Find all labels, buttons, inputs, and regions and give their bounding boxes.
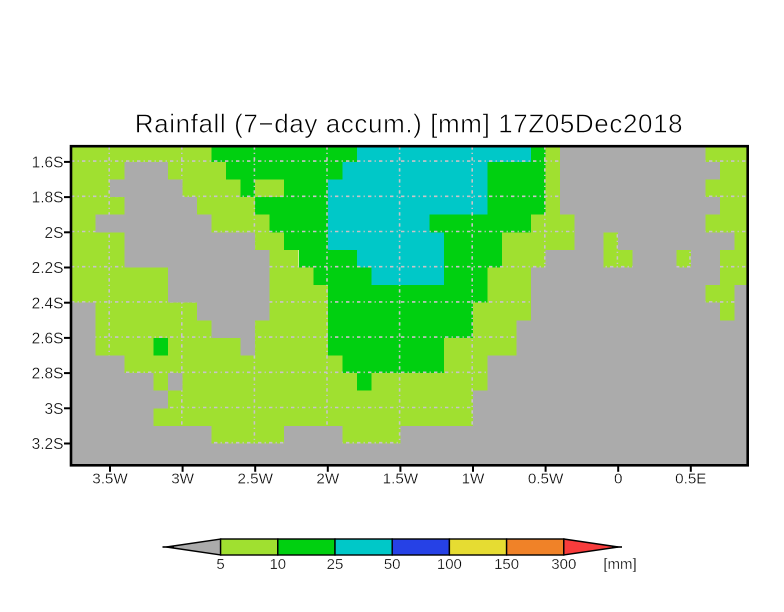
svg-text:3S: 3S bbox=[45, 401, 64, 418]
svg-text:10: 10 bbox=[269, 556, 286, 573]
svg-text:100: 100 bbox=[437, 556, 462, 573]
svg-text:2.2S: 2.2S bbox=[32, 260, 64, 277]
svg-text:50: 50 bbox=[384, 556, 401, 573]
svg-text:2.8S: 2.8S bbox=[32, 366, 64, 383]
svg-text:3W: 3W bbox=[171, 471, 194, 488]
svg-text:0.5W: 0.5W bbox=[528, 471, 564, 488]
svg-text:2.6S: 2.6S bbox=[32, 331, 64, 348]
svg-text:5: 5 bbox=[216, 556, 224, 573]
svg-text:[mm]: [mm] bbox=[603, 556, 636, 573]
svg-text:3.5W: 3.5W bbox=[92, 471, 128, 488]
svg-text:150: 150 bbox=[494, 556, 519, 573]
svg-text:0.5E: 0.5E bbox=[675, 471, 706, 488]
svg-text:3.2S: 3.2S bbox=[32, 436, 64, 453]
svg-text:1.6S: 1.6S bbox=[32, 155, 64, 172]
svg-text:0: 0 bbox=[614, 471, 622, 488]
svg-text:2W: 2W bbox=[316, 471, 339, 488]
svg-text:1.8S: 1.8S bbox=[32, 190, 64, 207]
svg-text:2.4S: 2.4S bbox=[32, 295, 64, 312]
svg-text:2.5W: 2.5W bbox=[237, 471, 273, 488]
svg-text:1W: 1W bbox=[462, 471, 485, 488]
svg-text:25: 25 bbox=[327, 556, 344, 573]
svg-text:2S: 2S bbox=[45, 225, 64, 242]
svg-text:Rainfall (7−day accum.) [mm] 1: Rainfall (7−day accum.) [mm] 17Z05Dec201… bbox=[135, 109, 683, 139]
svg-text:1.5W: 1.5W bbox=[383, 471, 419, 488]
svg-text:300: 300 bbox=[551, 556, 576, 573]
